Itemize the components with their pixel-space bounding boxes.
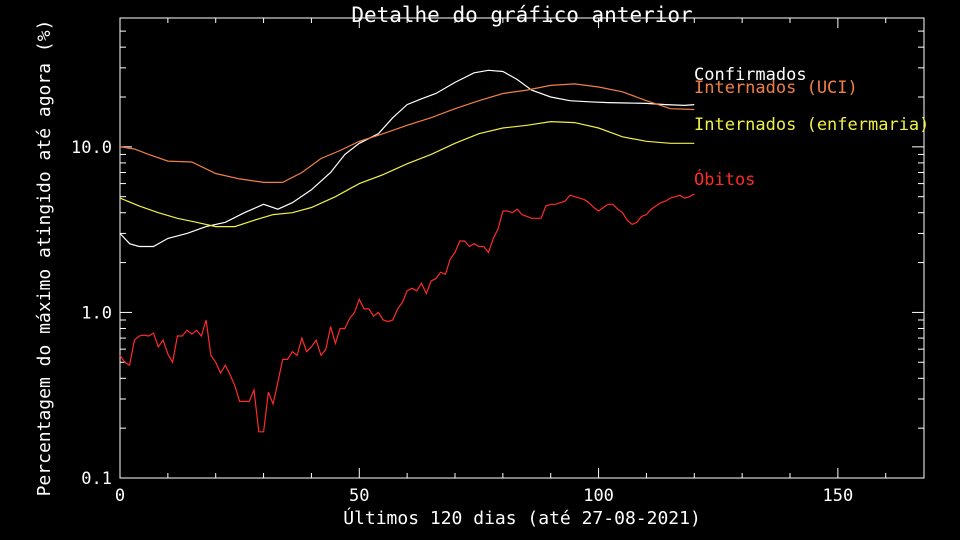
x-axis-label: Últimos 120 dias (até 27-08-2021) <box>343 507 701 529</box>
chart-title: Detalhe do gráfico anterior <box>351 3 692 27</box>
series-label: Óbitos <box>694 168 755 190</box>
x-tick-label: 50 <box>349 486 369 506</box>
x-tick-label: 0 <box>115 486 125 506</box>
x-tick-label: 100 <box>583 486 614 506</box>
y-axis-ticks: 0.1 1.0 10.0 <box>71 17 924 489</box>
series-line-internados-enfermaria <box>119 120 695 228</box>
series-line-obitos <box>119 193 695 433</box>
series-label: Confirmados <box>694 65 807 85</box>
y-tick-label: 1.0 <box>81 303 112 323</box>
x-axis-ticks: 0 50 100 150 <box>115 18 887 506</box>
y-tick-label: 10.0 <box>71 138 112 158</box>
y-tick-label: 0.1 <box>81 469 112 489</box>
plot-frame <box>119 17 925 479</box>
y-axis-label: Percentagem do máximo atingido até agora… <box>34 20 55 497</box>
x-tick-label: 150 <box>822 486 853 506</box>
series-label: Internados (enfermaria) <box>694 115 929 135</box>
plot-border <box>119 17 925 479</box>
series-lines <box>119 69 695 433</box>
series-line-internados-uci <box>119 83 695 183</box>
series-line-confirmados <box>119 69 695 248</box>
series-label: Internados (UCI) <box>694 78 858 98</box>
